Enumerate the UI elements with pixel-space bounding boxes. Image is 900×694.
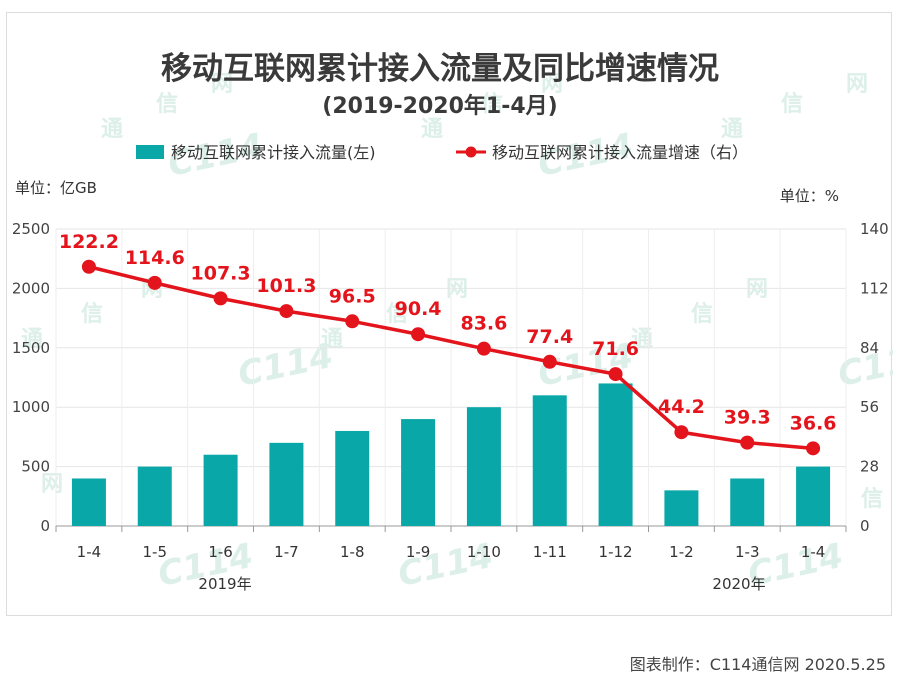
watermark-wang: 网 [846, 72, 868, 97]
chart-subtitle: (2019-2020年1-4月) [322, 93, 557, 119]
left-axis-unit: 单位：亿GB [15, 179, 97, 197]
bar [71, 478, 106, 526]
legend-line-marker [465, 146, 477, 158]
watermark-xin: 信 [386, 301, 408, 327]
growth-point [674, 425, 689, 440]
watermark-tong: 通 [21, 327, 43, 352]
watermark-wang: 网 [746, 277, 768, 302]
bar [532, 395, 567, 526]
watermark-wang: 网 [41, 472, 63, 497]
y-right-tick-label: 56 [860, 398, 879, 416]
watermark-xin: 信 [691, 301, 713, 327]
chart-title: 移动互联网累计接入流量及同比增速情况 [161, 51, 719, 87]
watermark-xin: 信 [781, 91, 803, 117]
growth-point [147, 275, 162, 290]
watermark-xin: 信 [861, 486, 883, 512]
x-tick-label: 1-8 [340, 543, 365, 561]
y-right-tick-label: 84 [860, 339, 879, 357]
growth-point [279, 304, 294, 319]
watermark-xin: 信 [81, 301, 103, 327]
watermark-xin: 信 [481, 91, 503, 117]
watermark-tong: 通 [721, 117, 743, 142]
y-left-tick-label: 2500 [12, 220, 50, 238]
bar [137, 466, 172, 526]
growth-data-label: 101.3 [256, 275, 316, 297]
bar [269, 442, 304, 526]
chart-card: C114 C114 C114 C114 C114 C114 C114 C114 通信网通信网通信… [6, 12, 893, 616]
growth-point [542, 354, 557, 369]
legend-line-label: 移动互联网累计接入流量增速（右） [492, 143, 748, 162]
y-right-tick-label: 140 [860, 220, 889, 238]
bar [401, 419, 436, 526]
watermark-wang: 网 [541, 72, 563, 97]
watermark-wang: 网 [211, 72, 233, 97]
y-right-tick-label: 112 [860, 279, 889, 297]
x-tick-label: 1-10 [467, 543, 501, 561]
watermark-tong: 通 [421, 117, 443, 142]
growth-data-label: 90.4 [395, 298, 442, 320]
growth-point [476, 341, 491, 356]
legend-bar-label: 移动互联网累计接入流量(左) [171, 143, 376, 162]
bar [664, 490, 699, 526]
x-tick-label: 1-9 [406, 543, 431, 561]
y-right-tick-label: 0 [860, 517, 870, 535]
growth-data-label: 83.6 [460, 313, 507, 335]
y-left-tick-label: 1000 [12, 398, 50, 416]
x-tick-label: 1-7 [274, 543, 299, 561]
bar [730, 478, 765, 526]
x-tick-label: 1-4 [801, 543, 826, 561]
watermark-tong: 通 [321, 327, 343, 352]
bar [335, 430, 370, 526]
y-left-tick-label: 0 [40, 517, 50, 535]
growth-data-label: 39.3 [724, 407, 771, 429]
growth-point [81, 259, 96, 274]
growth-data-label: 44.2 [658, 396, 705, 418]
growth-point [411, 327, 426, 342]
growth-data-label: 77.4 [526, 326, 573, 348]
growth-data-label: 96.5 [329, 285, 376, 307]
x-tick-label: 1-5 [143, 543, 168, 561]
legend-bar-swatch [136, 145, 164, 159]
x-tick-label: 1-2 [669, 543, 694, 561]
y-right-tick-label: 28 [860, 458, 879, 476]
year-group-label: 2019年 [198, 575, 251, 593]
growth-data-label: 71.6 [592, 338, 639, 360]
y-left-tick-label: 500 [21, 458, 50, 476]
x-tick-label: 1-11 [533, 543, 567, 561]
watermark-tong: 通 [101, 117, 123, 142]
x-tick-label: 1-12 [599, 543, 633, 561]
year-group-label: 2020年 [712, 575, 765, 593]
bar [598, 383, 633, 526]
watermark-wang: 网 [446, 277, 468, 302]
x-tick-label: 1-6 [208, 543, 233, 561]
bar [203, 454, 238, 526]
right-axis-unit: 单位：% [780, 187, 839, 205]
bar [796, 466, 831, 526]
watermark-xin: 信 [156, 91, 178, 117]
x-tick-label: 1-3 [735, 543, 760, 561]
growth-data-label: 114.6 [125, 247, 185, 269]
chart-credit: 图表制作：C114通信网 2020.5.25 [629, 655, 886, 674]
x-tick-label: 1-4 [77, 543, 102, 561]
bar [466, 407, 501, 526]
growth-data-label: 122.2 [59, 231, 119, 253]
growth-point [806, 441, 821, 456]
y-left-tick-label: 1500 [12, 339, 50, 357]
growth-line [88, 265, 814, 451]
growth-point [345, 314, 360, 329]
growth-point [608, 367, 623, 382]
y-left-tick-label: 2000 [12, 279, 50, 297]
watermark-tong: 通 [631, 327, 653, 352]
growth-point [740, 435, 755, 450]
growth-data-label: 36.6 [790, 412, 837, 434]
growth-point [213, 291, 228, 306]
growth-data-label: 107.3 [191, 262, 251, 284]
